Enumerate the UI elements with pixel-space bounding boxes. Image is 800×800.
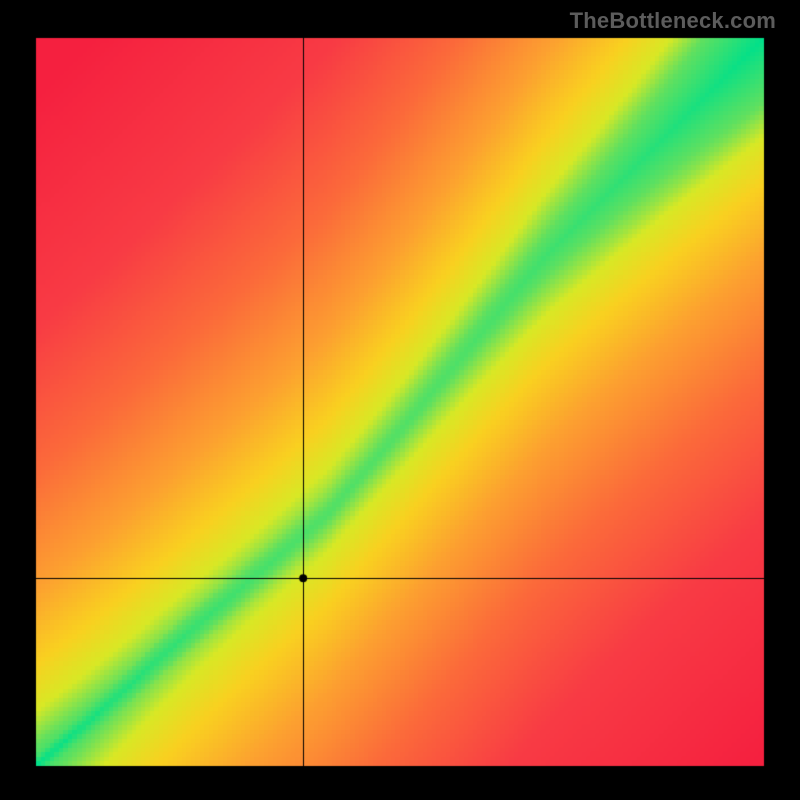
chart-container: TheBottleneck.com [0, 0, 800, 800]
heatmap-canvas [0, 0, 800, 800]
watermark-text: TheBottleneck.com [570, 8, 776, 34]
